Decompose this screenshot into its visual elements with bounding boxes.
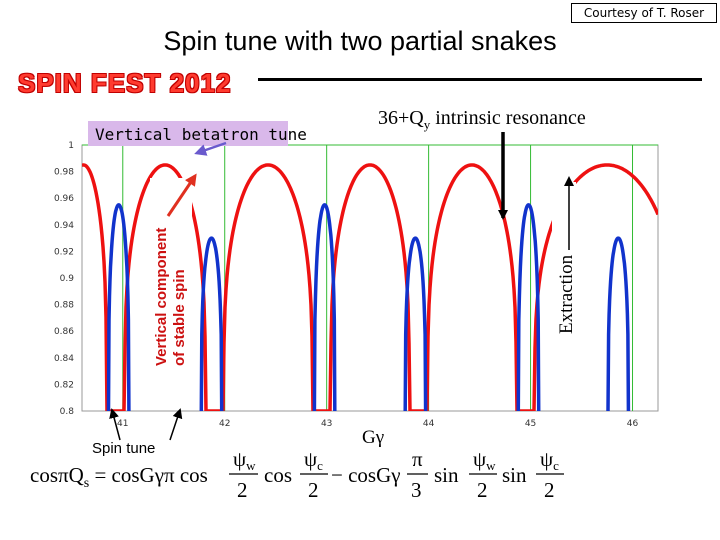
series-blue-peak [606,236,631,411]
betatron-arrow [194,141,227,156]
x-tick-labels: 41 42 43 44 45 46 [117,419,638,429]
y-tick-label: 0.94 [54,221,74,231]
brand-logo: SPIN FEST 2012 [18,68,232,98]
intrinsic-resonance-label: 36+Qy intrinsic resonance [378,107,586,132]
spin-tune-arrow-2 [169,408,183,441]
y-tick-labels: 0.8 0.82 0.84 0.86 0.88 0.9 0.92 0.94 0.96 0.98 1 [54,141,74,417]
formula-sin2: sin [502,463,527,487]
x-tick-label: 41 [117,419,128,429]
brand-divider [258,78,702,81]
frac5-den: 2 [544,478,555,502]
formula-lhs: cosπQs = cosGγπ cos [30,463,208,491]
frac4-num: ψw [473,447,496,473]
frac3-den: 3 [411,478,422,502]
frac2-den: 2 [308,478,319,502]
frac4-den: 2 [477,478,488,502]
y-tick-label: 0.96 [54,194,74,204]
series-blue-peak [516,203,541,411]
y-tick-label: 0.88 [54,301,74,311]
spin-tune-label: Spin tune [92,440,155,457]
y-tick-label: 0.9 [60,274,75,284]
frac2-num: ψc [304,447,323,473]
formula-cos2: cos [264,463,292,487]
y-tick-label: 0.84 [54,354,74,364]
y-tick-label: 0.92 [54,247,74,257]
y-tick-label: 0.82 [54,380,74,390]
y-axis-label-line1: Vertical component [153,228,170,366]
spin-tune-arrow-1 [109,408,121,441]
formula-sin1: sin [434,463,459,487]
x-tick-label: 43 [321,419,332,429]
series-blue-peak [403,236,428,411]
series-blue-peak [312,203,337,411]
frac5-num: ψc [540,447,559,473]
betatron-tune-label: Vertical betatron tune [95,125,307,144]
betatron-label-box [88,121,288,146]
frac1-den: 2 [237,478,248,502]
ylabel-arrow [166,173,197,217]
slide-title: Spin tune with two partial snakes [163,26,557,56]
formula-minus: − cosGγ [331,463,401,487]
frac3-num: π [412,447,423,471]
series-blue-peak [106,203,131,411]
y-tick-label: 1 [68,141,74,151]
x-tick-label: 46 [627,419,639,429]
extraction-label: Extraction [556,254,577,334]
x-tick-label: 44 [423,419,435,429]
y-tick-label: 0.98 [54,168,74,178]
frac1-num: ψw [233,447,256,473]
y-tick-label: 0.8 [60,407,75,417]
x-tick-label: 42 [219,419,230,429]
series-blue-peak [199,236,224,411]
spin-tune-formula: cosπQs = cosGγπ cos ψw 2 cos ψc 2 − cosG… [30,447,564,502]
x-tick-label: 45 [525,419,536,429]
extraction-backing [552,182,576,334]
credit-label: Courtesy of T. Roser [571,3,717,23]
y-axis-label-line2: of stable spin [171,269,188,366]
x-axis-label: Gγ [362,427,384,448]
y-tick-label: 0.86 [54,327,74,337]
